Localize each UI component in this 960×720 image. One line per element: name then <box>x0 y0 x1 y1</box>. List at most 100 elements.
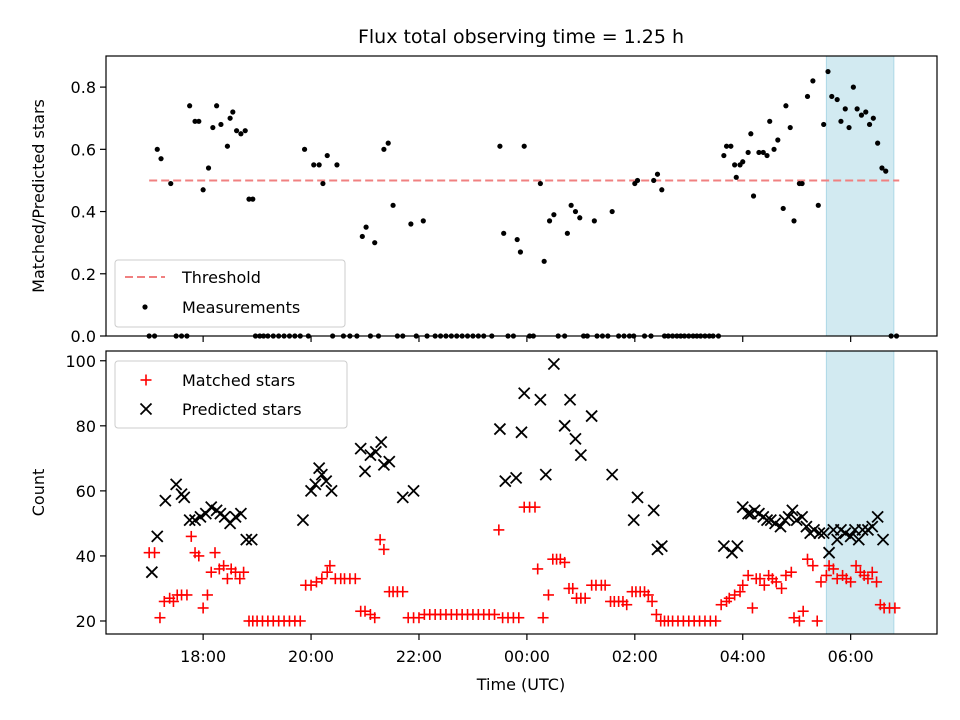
data-point <box>407 484 420 498</box>
data-point <box>183 514 196 527</box>
data-point <box>856 523 869 537</box>
data-point <box>627 514 640 527</box>
data-point <box>780 205 786 212</box>
data-point <box>542 589 554 601</box>
data-point <box>609 208 615 215</box>
data-point <box>224 143 231 149</box>
data-point <box>230 109 236 115</box>
y-tick-label: 20 <box>76 612 96 631</box>
data-point <box>774 520 787 533</box>
data-point <box>863 109 869 115</box>
data-point <box>296 514 310 527</box>
data-point <box>200 187 206 193</box>
data-point <box>771 146 777 152</box>
x-tick-label: 18:00 <box>180 647 226 666</box>
data-point <box>734 586 746 598</box>
data-point <box>728 143 734 149</box>
data-point <box>801 553 813 565</box>
data-point <box>844 530 857 543</box>
data-point <box>539 468 552 481</box>
data-point <box>201 589 213 601</box>
data-point <box>817 527 830 540</box>
data-point <box>375 435 388 449</box>
ratio-panel-y-axis-label: Matched/Predicted stars <box>29 99 48 293</box>
legend-predicted-swatch <box>139 402 153 416</box>
count-panel-frame <box>105 350 938 635</box>
data-point <box>745 149 751 156</box>
data-point <box>324 560 336 572</box>
data-point <box>827 563 839 575</box>
x-axis-label: Time (UTC) <box>476 675 565 694</box>
data-point <box>501 230 507 236</box>
data-point <box>879 165 885 171</box>
data-point <box>756 149 762 156</box>
data-point <box>800 520 813 533</box>
data-point <box>710 615 722 627</box>
data-point <box>655 540 668 553</box>
data-point <box>850 84 856 90</box>
data-point <box>193 550 205 562</box>
data-point <box>732 162 738 168</box>
data-point <box>349 573 361 585</box>
data-point <box>731 540 744 553</box>
data-point <box>564 230 570 236</box>
data-point <box>746 602 758 614</box>
data-point <box>509 471 523 484</box>
x-tick-label: 20:00 <box>288 647 334 666</box>
data-point <box>234 507 248 520</box>
data-point <box>646 595 658 607</box>
count-panel-y-axis-label: Count <box>29 469 48 517</box>
data-point <box>760 514 774 527</box>
data-point <box>733 174 739 180</box>
data-point <box>537 180 543 187</box>
data-point <box>238 566 250 578</box>
data-point <box>647 504 660 517</box>
data-point <box>631 491 644 504</box>
data-point <box>852 533 865 546</box>
data-point <box>795 510 809 524</box>
data-point <box>493 422 507 436</box>
data-point <box>385 140 391 146</box>
x-tick-label: 06:00 <box>828 647 874 666</box>
data-point <box>748 131 754 137</box>
y-tick-label: 0.6 <box>71 140 96 159</box>
data-point <box>621 599 633 611</box>
data-point <box>591 218 597 224</box>
legend-marker <box>140 374 152 386</box>
data-point <box>654 171 661 177</box>
data-point <box>218 121 224 128</box>
data-point <box>717 540 730 553</box>
data-point <box>214 103 220 109</box>
data-point <box>378 543 390 555</box>
data-point <box>569 432 582 445</box>
data-point <box>783 103 789 109</box>
data-point <box>793 615 805 627</box>
ratio-panel-x-ticks <box>202 336 852 342</box>
count-panel-highlight-span <box>825 350 895 635</box>
data-point <box>363 224 369 230</box>
data-point <box>541 258 547 264</box>
data-point <box>315 468 328 481</box>
data-point <box>205 165 212 171</box>
data-point <box>167 595 179 607</box>
data-point <box>870 115 876 121</box>
data-point <box>866 566 878 578</box>
y-tick-label: 60 <box>76 482 96 501</box>
data-point <box>238 131 244 137</box>
data-point <box>768 517 782 530</box>
data-point <box>558 419 571 432</box>
data-point <box>579 592 591 604</box>
data-point <box>829 93 835 100</box>
legend-threshold-label: Threshold <box>181 268 261 287</box>
legend-matched-swatch <box>140 374 152 386</box>
data-point <box>807 523 821 537</box>
data-point <box>776 582 788 594</box>
data-point <box>390 202 396 208</box>
data-point <box>514 236 520 243</box>
data-point <box>489 608 501 620</box>
data-point <box>205 501 218 514</box>
data-point <box>775 137 781 143</box>
y-tick-label: 80 <box>76 417 96 436</box>
x-tick-label: 04:00 <box>720 647 766 666</box>
data-point <box>242 128 248 134</box>
